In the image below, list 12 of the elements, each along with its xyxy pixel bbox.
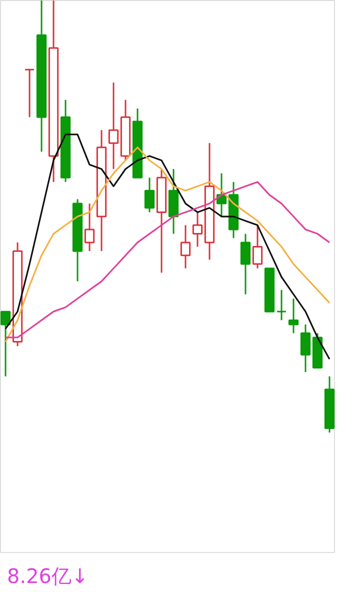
candlestick <box>72 198 83 282</box>
candlestick <box>48 0 59 183</box>
candlestick <box>180 224 191 270</box>
candlestick <box>96 129 107 252</box>
candlestick <box>36 0 47 152</box>
candlestick <box>84 202 95 252</box>
candlestick <box>204 142 215 260</box>
candlestick <box>300 324 311 373</box>
text: 8.26亿↓ <box>7 563 88 590</box>
candlestick <box>192 211 203 248</box>
candlestick <box>168 168 179 235</box>
candlestick <box>108 82 119 170</box>
